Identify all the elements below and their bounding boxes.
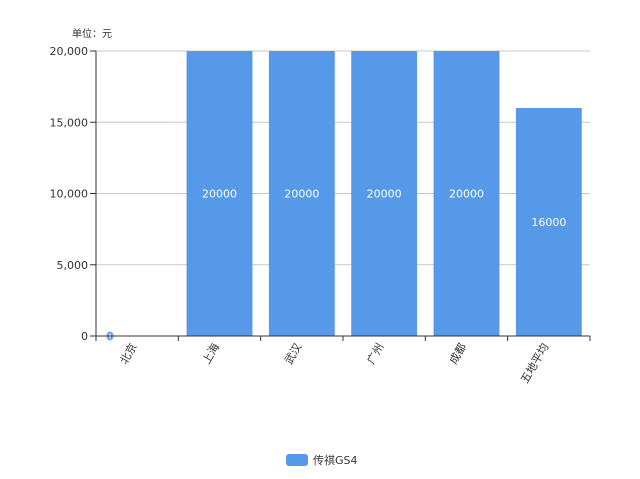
x-axis-ticks: 北京 上海 武汉 广州 成都 五地平均 — [95, 336, 591, 386]
bar[interactable] — [186, 51, 253, 336]
y-tick-label: 20,000 — [50, 45, 89, 58]
legend-swatch[interactable] — [286, 454, 308, 466]
x-tick-label: 五地平均 — [518, 341, 551, 386]
y-tick-label: 10,000 — [50, 188, 89, 201]
data-label: 20000 — [202, 188, 237, 201]
y-tick-label: 5,000 — [57, 259, 89, 272]
x-tick-label: 广州 — [365, 341, 387, 367]
bars — [186, 51, 582, 336]
legend-label[interactable]: 传祺GS4 — [313, 454, 358, 467]
data-label: 20000 — [284, 188, 319, 201]
y-tick-label: 0 — [81, 330, 88, 343]
x-tick-label: 上海 — [199, 341, 222, 367]
bar[interactable] — [515, 108, 582, 336]
legend[interactable]: 传祺GS4 — [286, 454, 358, 467]
x-tick-label: 成都 — [447, 341, 469, 367]
grid-lines — [96, 50, 590, 266]
data-label: 20000 — [367, 188, 402, 201]
y-tick-label: 15,000 — [50, 116, 89, 129]
bar[interactable] — [351, 51, 418, 336]
unit-label: 单位：元 — [72, 27, 112, 40]
data-label: 20000 — [449, 188, 484, 201]
bar[interactable] — [268, 51, 335, 336]
x-tick-label: 北京 — [117, 341, 140, 367]
bar[interactable] — [433, 51, 500, 336]
x-tick-label: 武汉 — [282, 341, 304, 367]
y-axis-ticks: 0 5,000 10,000 15,000 20,000 — [50, 45, 96, 343]
data-label: 16000 — [531, 216, 566, 229]
